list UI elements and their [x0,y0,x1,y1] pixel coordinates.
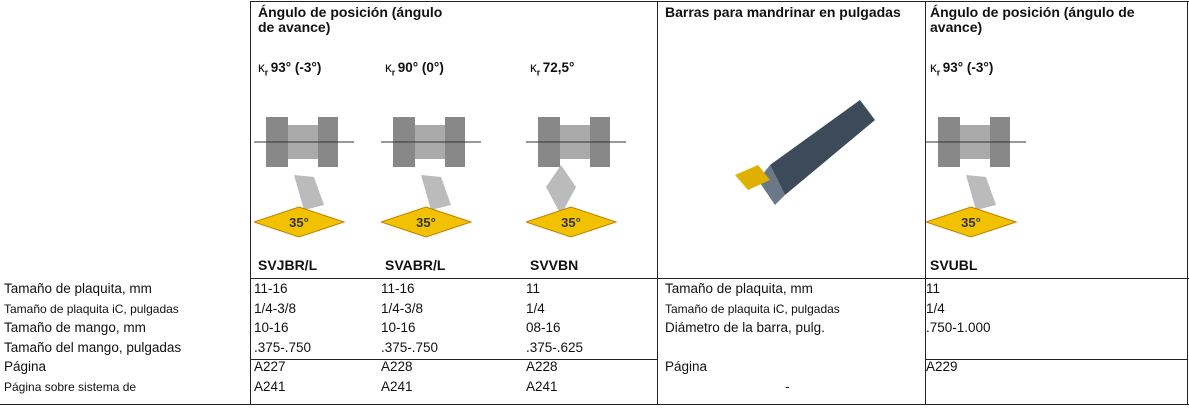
row-label: Tamaño de plaquita iC, pulgadas [4,301,179,316]
cell: 1/4 [526,300,545,316]
angle-part: κ [930,60,937,75]
cell: A227 [254,359,286,375]
rule [250,359,657,360]
insert-angle: 35° [416,215,436,230]
boring-bar-image [735,100,875,205]
cell: 1/4-3/8 [381,300,424,316]
angle-part: κ [385,60,392,75]
cell: 11-16 [381,281,415,296]
angle-part: κ [530,60,537,75]
row-label: Tamaño de mango, mm [4,320,146,336]
tool-image: 35° [254,117,354,238]
rule [250,1,1189,2]
bar-label: Página [665,359,708,375]
tool-image: 35° [381,117,481,238]
tool-code: SVABR/L [385,257,446,273]
angle: κr 93° (-3°) [930,60,993,81]
group-title: Ángulo de posición (ángulo de avance) [930,4,1135,35]
angle: κr 72,5° [530,60,574,81]
cell: 10-16 [254,320,289,336]
row-label: Tamaño de plaquita, mm [4,281,152,296]
bar-label: Diámetro de la barra, pulg. [665,320,825,336]
angle: κr 93° (-3°) [258,60,321,81]
cell: .375-.625 [526,339,584,355]
rule [250,1,251,405]
cell: .375-.750 [381,339,439,355]
rule [925,359,1188,360]
cell: 11 [926,281,941,296]
insert-angle: 35° [961,215,981,230]
bar-label: - [785,379,790,394]
angle-part: r [391,67,398,78]
rule [657,1,658,405]
rule [1187,1,1188,405]
angle-part: 90° (0°) [397,60,444,75]
tool-code: SVVBN [530,257,579,273]
cell: A241 [381,379,413,394]
row-label: Página [4,359,47,375]
cell: A229 [926,359,958,375]
angle-part: r [936,67,943,78]
tool-image: 35° [526,117,626,238]
cell: A228 [381,359,413,375]
rule [250,278,1189,279]
cell: .375-.750 [254,339,312,355]
bar-label: Tamaño de plaquita, mm [665,281,813,296]
row-label: Tamaño del mango, pulgadas [4,339,182,355]
rule [0,404,1189,405]
cell: A228 [526,359,558,375]
angle-part: κ [258,60,265,75]
insert-angle: 35° [289,215,309,230]
insert-angle: 35° [561,215,581,230]
cell: A241 [254,379,286,394]
rule [925,1,926,405]
cell: 1/4-3/8 [254,300,297,316]
tool-code: SVUBL [930,257,978,273]
row-label: Página sobre sistema de [4,380,137,394]
cell: 08-16 [526,320,561,336]
group-title: Barras para mandrinar en pulgadas [665,4,901,20]
angle-part: 93° (-3°) [270,60,322,75]
tool-image: 35° [926,117,1026,238]
cell: A241 [526,379,558,394]
angle: κr 90° (0°) [385,60,444,81]
angle-part: 93° (-3°) [942,60,994,75]
angle-part: r [536,67,543,78]
cell: 11 [526,281,541,296]
bar-label: Tamaño de plaquita iC, pulgadas [665,301,840,316]
cell: 1/4 [926,300,945,316]
angle-part: r [264,67,271,78]
group-title: Ángulo de posición (ángulo de avance) [258,4,443,35]
cell: 11-16 [254,281,288,296]
cell: .750-1.000 [926,320,991,336]
cell: 10-16 [381,320,416,336]
angle-part: 72,5° [542,60,575,75]
tool-code: SVJBR/L [258,257,318,273]
